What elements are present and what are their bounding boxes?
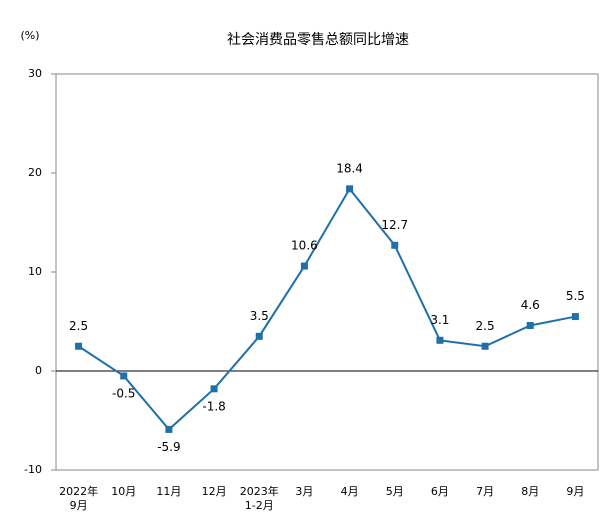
point	[571, 313, 579, 321]
data-label: 3.5	[250, 309, 269, 323]
point	[120, 372, 128, 380]
data-label: -0.5	[112, 386, 135, 400]
data-label: 2.5	[476, 319, 495, 333]
chart-title: 社会消费品零售总额同比增速	[227, 32, 409, 48]
x-tick-label: 9月	[566, 485, 584, 498]
x-tick-label: 4月	[341, 485, 359, 498]
unit-label: (%)	[20, 29, 39, 42]
x-tick-label: 11月	[156, 485, 181, 498]
point	[255, 332, 263, 340]
x-tick-label: 7月	[476, 485, 494, 498]
data-label: 10.6	[291, 239, 318, 253]
y-tick-label: 20	[28, 166, 42, 179]
y-tick-label: -10	[24, 463, 42, 476]
x-tick-label: 2022年 9月	[59, 484, 98, 512]
point	[210, 385, 218, 393]
point	[300, 262, 308, 270]
data-label: 2.5	[69, 319, 88, 333]
line	[78, 187, 576, 431]
x-tick-label: 2023年 1-2月	[240, 484, 279, 512]
x-tick-label: 12月	[202, 485, 227, 498]
y-tick-label: 30	[28, 67, 42, 80]
point	[165, 425, 173, 433]
x-tick-label: 5月	[386, 485, 404, 498]
x-tick-label: 3月	[295, 485, 313, 498]
data-label: 18.4	[336, 161, 363, 175]
data-label: 12.7	[381, 218, 408, 232]
data-label: 5.5	[566, 289, 585, 303]
y-tick-label: 10	[28, 265, 42, 278]
point	[346, 185, 354, 193]
y-tick-label: 0	[35, 364, 42, 377]
x-tick-label: 10月	[111, 485, 136, 498]
point	[391, 241, 399, 249]
plot-frame	[55, 73, 599, 471]
point	[75, 342, 83, 350]
data-label: -1.8	[202, 399, 225, 413]
point	[526, 321, 534, 329]
data-label: 3.1	[430, 313, 449, 327]
x-tick-label: 8月	[521, 485, 539, 498]
data-label: -5.9	[157, 440, 180, 454]
point	[436, 336, 444, 344]
x-tick-label: 6月	[431, 485, 449, 498]
data-label: 4.6	[521, 298, 540, 312]
point	[481, 342, 489, 350]
